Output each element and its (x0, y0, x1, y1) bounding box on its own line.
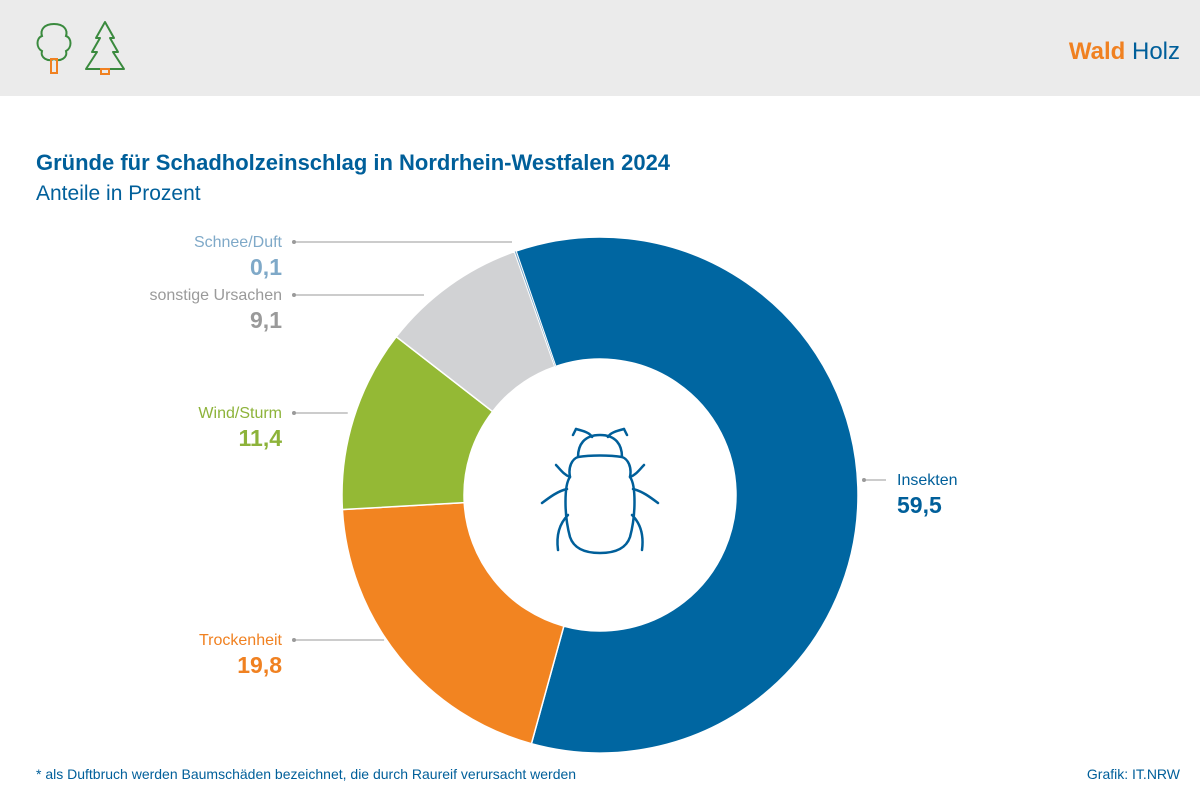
leader-dot-schnee-duft (292, 240, 296, 244)
slice-trockenheit (341, 501, 565, 745)
chart-title: Gründe für Schadholzeinschlag in Nordrhe… (36, 150, 671, 175)
value-sonstige-ursachen: 9,1 (250, 307, 282, 333)
tree-icons (36, 21, 125, 75)
deciduous-tree-icon (36, 22, 72, 74)
label-schnee-duft: Schnee/Duft (194, 234, 283, 251)
leader-dot-sonstige-ursachen (292, 293, 296, 297)
chart-subtitle: Anteile in Prozent (36, 182, 201, 205)
slice-schnee-duft (514, 250, 557, 368)
leader-dot-wind-sturm (292, 411, 296, 415)
label-wind-sturm: Wind/Sturm (198, 405, 282, 422)
leader-dot-insekten (862, 478, 866, 482)
header-bar: Wald Holz (0, 0, 1200, 96)
label-trockenheit: Trockenheit (199, 632, 283, 649)
label-sonstige-ursachen: sonstige Ursachen (149, 287, 282, 304)
value-insekten: 59,5 (897, 492, 942, 518)
leader-dot-trockenheit (292, 638, 296, 642)
brand-logo: Wald Holz (1069, 38, 1180, 66)
brand-primary: Wald (1068, 38, 1126, 65)
conifer-tree-icon (85, 21, 125, 75)
value-trockenheit: 19,8 (237, 652, 282, 678)
footnote: * als Duftbruch werden Baumschäden bezei… (36, 766, 577, 782)
credit: Grafik: IT.NRW (1086, 766, 1180, 782)
slice-insekten (515, 236, 859, 754)
value-schnee-duft: 0,1 (250, 254, 282, 280)
value-wind-sturm: 11,4 (239, 425, 283, 451)
label-insekten: Insekten (897, 472, 957, 489)
brand-secondary: Holz (1131, 38, 1180, 65)
beetle-icon (540, 427, 660, 555)
